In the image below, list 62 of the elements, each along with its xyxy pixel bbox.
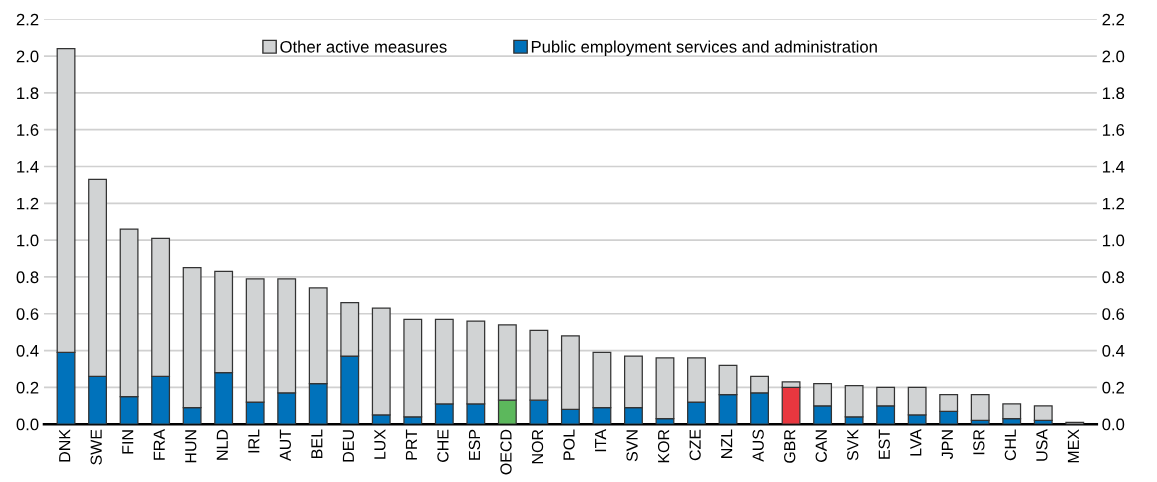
bar [1002, 403, 1022, 420]
bar [1033, 405, 1053, 422]
x-tick-label: LUX [374, 429, 386, 459]
y-tick-label: 0.8 [16, 271, 39, 284]
x-tick-label: PRT [405, 429, 417, 460]
y2-tick-label: 1.8 [1102, 87, 1125, 100]
y-tick-label: 2.2 [16, 13, 39, 26]
x-tick-label: CAN [815, 430, 827, 462]
x-tick-label: EST [878, 429, 890, 459]
x-tick-label: OECD [500, 429, 512, 475]
x-tick-label: MEX [1067, 429, 1079, 463]
x-tick-label: CHL [1004, 429, 1017, 461]
y2-tick-label: 0.8 [1102, 271, 1125, 284]
legend-label: Public employment services and administration [531, 40, 877, 56]
x-tick-label: NZL [721, 429, 733, 458]
y2-tick-label: 2.2 [1102, 13, 1125, 26]
y-tick-label: 0.0 [16, 418, 39, 431]
bar [970, 394, 990, 422]
x-tick-label: KOR [657, 429, 670, 463]
x-tick-label: IRL [248, 429, 260, 453]
x-tick-label: CZE [689, 429, 701, 461]
x-tick-label: ITA [595, 429, 607, 452]
x-tick-label: FIN [122, 430, 134, 454]
x-tick-label: JPN [941, 430, 953, 459]
y2-tick-label: 1.2 [1102, 197, 1125, 210]
x-tick-label: LVA [910, 429, 922, 456]
x-tick-label: GBR [784, 429, 796, 463]
y-tick-label: 1.4 [17, 161, 39, 173]
x-tick-label: DNK [59, 429, 71, 462]
x-tick-label: SVK [847, 429, 859, 461]
x-tick-label: ISR [973, 429, 985, 455]
x-tick-label: USA [1036, 429, 1048, 461]
y2-tick-label: 1.6 [1102, 124, 1125, 136]
y-tick-label: 1.8 [17, 87, 39, 100]
y2-tick-label: 0.4 [1102, 344, 1125, 357]
x-tick-label: DEU [342, 430, 355, 462]
x-tick-label: FRA [153, 429, 165, 460]
y-tick-label: 0.4 [16, 344, 39, 357]
y-tick-label: 0.2 [16, 381, 39, 394]
y2-tick-label: 0.2 [1102, 381, 1125, 394]
y2-tick-label: 2.0 [1102, 50, 1125, 63]
y2-tick-label: 0.6 [1102, 308, 1125, 320]
x-tick-label: POL [563, 429, 575, 460]
y2-tick-label: 1.4 [1102, 161, 1125, 173]
y-tick-label: 1.0 [17, 234, 39, 247]
x-tick-label: NLD [216, 429, 228, 460]
x-tick-label: HUN [185, 430, 197, 463]
x-tick-label: BEL [311, 429, 323, 458]
x-tick-label: ESP [468, 429, 481, 460]
y-tick-label: 0.6 [16, 308, 39, 320]
x-tick-label: CHE [437, 429, 449, 462]
y2-tick-label: 0.0 [1102, 418, 1125, 431]
x-tick-label: AUT [279, 429, 291, 461]
x-tick-label: AUS [752, 429, 764, 462]
x-tick-label: NOR [531, 429, 544, 464]
x-tick-label: SWE [90, 429, 102, 465]
y2-tick-label: 1.0 [1102, 234, 1125, 247]
y-tick-label: 1.2 [17, 197, 39, 210]
y-tick-label: 1.6 [17, 124, 39, 136]
y-tick-label: 2.0 [16, 50, 39, 63]
legend-label: Other active measures [280, 40, 447, 53]
x-tick-label: SVN [626, 430, 638, 462]
